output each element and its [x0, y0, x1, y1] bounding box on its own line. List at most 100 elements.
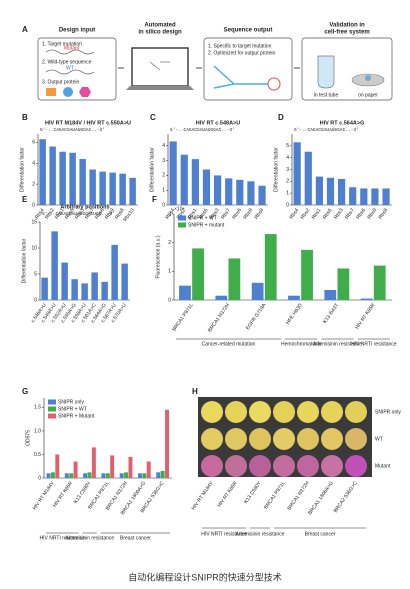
panel-letter: H [192, 387, 198, 396]
x-tick-label: Rbs7 [220, 207, 232, 220]
bar [87, 472, 92, 478]
y-tick-label: 0 [34, 297, 37, 303]
x-tick-label: Rbs1 [54, 207, 66, 220]
bar [215, 295, 228, 300]
bar [81, 283, 88, 300]
bar [360, 188, 368, 205]
panel-letter: D [278, 113, 284, 122]
row-label: SNIPR only [375, 409, 401, 415]
test-tube [317, 55, 335, 89]
step-header: in silico design [138, 30, 182, 36]
y-tick-label: 0 [38, 475, 41, 481]
caption: 自动化编程设计SNIPR的快速分型技术 [128, 571, 282, 582]
bar [55, 454, 60, 478]
x-tick-label: Rbs2 [44, 207, 56, 220]
x-tick-label: Rbs2 [176, 207, 188, 220]
bar [50, 472, 55, 478]
legend-swatch [48, 413, 56, 419]
bar [192, 248, 204, 300]
bar [191, 159, 199, 205]
chart-title: HIV RT M184V / HIV RT c.550A>U [45, 120, 131, 126]
y-tick-label: 3 [168, 211, 171, 217]
y-tick-label: 0 [168, 297, 171, 303]
column-label: HIV RT M184V [191, 480, 215, 511]
bar [315, 176, 323, 205]
y-tick-label: 1.0 [34, 428, 41, 434]
bar [51, 231, 58, 300]
y-tick-label: 4 [32, 161, 35, 167]
x-tick-label: Rbs6 [355, 207, 367, 220]
bar [41, 277, 48, 300]
well [273, 401, 295, 423]
step-header: Sequence output [224, 28, 273, 34]
mutant-strand [45, 49, 95, 55]
column-label: HIV RT K65R [217, 480, 239, 508]
well [321, 455, 343, 477]
group-label: Artemisinin resistance [313, 341, 362, 347]
x-tick-label: Rbs3 [209, 207, 221, 220]
x-tick-label: BRCA1 P871L [171, 302, 195, 332]
y-tick-label: 15 [31, 219, 37, 225]
well [297, 455, 319, 477]
x-tick-label: Rbs1 [311, 207, 323, 220]
group-label: Hemochromatosis [281, 341, 322, 347]
step-header: Validation in [329, 23, 365, 29]
protein-icon [79, 87, 91, 97]
bar [156, 472, 161, 478]
bar [105, 473, 110, 478]
bar [79, 159, 86, 205]
bar [371, 188, 379, 205]
bar [179, 285, 191, 300]
bar [73, 461, 78, 478]
design-item: 3. Output protein [42, 79, 79, 85]
x-tick-label: Rbs9 [104, 207, 116, 220]
y-tick-label: 5 [34, 271, 37, 277]
bar [338, 178, 346, 205]
well [201, 401, 223, 423]
panel-letter: G [22, 387, 28, 396]
well [249, 455, 271, 477]
legend-swatch [178, 215, 186, 221]
column-label: BRCA1 P871L [263, 480, 287, 510]
bar [324, 289, 337, 300]
output-item: 1. Specific to target mutation [208, 43, 272, 49]
y-multiplier: ×10⁴ [174, 206, 185, 212]
bar [165, 409, 170, 478]
bar [146, 461, 151, 478]
bar [137, 473, 142, 478]
design-item: 2. Wild-type sequence [42, 59, 92, 65]
x-tick-label: Rbs6 [231, 207, 243, 220]
bar [258, 185, 266, 205]
well [225, 455, 247, 477]
bar [382, 188, 390, 205]
x-tick-label: K13 C580Y [73, 480, 93, 505]
bar [128, 456, 133, 478]
bar [101, 281, 108, 300]
bar [109, 172, 116, 205]
y-tick-label: 0 [32, 202, 35, 208]
y-tick-label: 5 [286, 143, 289, 149]
bar [89, 169, 96, 205]
well [249, 401, 271, 423]
step-header: Automated [144, 23, 176, 29]
bar [251, 282, 264, 300]
bar [288, 295, 300, 300]
x-tick-label: Rbs5 [322, 207, 334, 220]
well [297, 401, 319, 423]
y-tick-label: 6 [32, 140, 35, 146]
well [201, 428, 223, 450]
output-box [203, 37, 293, 101]
bar [142, 473, 147, 478]
y-tick-label: 0 [286, 202, 289, 208]
y-tick-label: 4 [162, 143, 165, 149]
row-label: Mutant [375, 463, 391, 469]
bar [228, 258, 241, 300]
bar [373, 265, 386, 300]
y-tick-label: 10 [31, 245, 37, 251]
bar [121, 263, 128, 300]
x-tick-label: Rbs4 [289, 207, 301, 220]
sequence: 5'-..CAGACGAUAUGGAC..-3' [294, 127, 359, 133]
well [273, 455, 295, 477]
panel-letter: A [22, 25, 28, 34]
bar [110, 455, 115, 478]
